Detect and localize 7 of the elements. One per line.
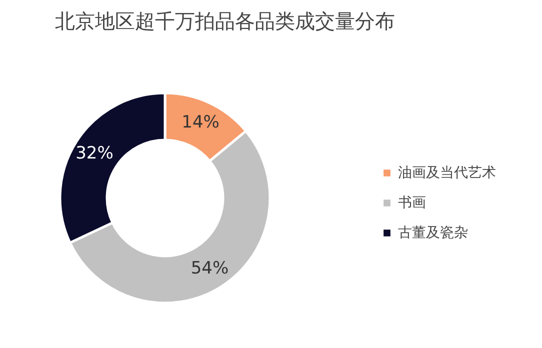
legend-label: 油画及当代艺术 bbox=[398, 165, 496, 181]
data-label: 32% bbox=[76, 143, 114, 164]
legend-label: 书画 bbox=[398, 195, 426, 211]
chart-title: 北京地区超千万拍品各品类成交量分布 bbox=[55, 9, 395, 33]
legend-label: 古董及瓷杂 bbox=[398, 225, 468, 241]
data-label: 14% bbox=[182, 112, 220, 132]
data-label: 54% bbox=[190, 258, 229, 278]
